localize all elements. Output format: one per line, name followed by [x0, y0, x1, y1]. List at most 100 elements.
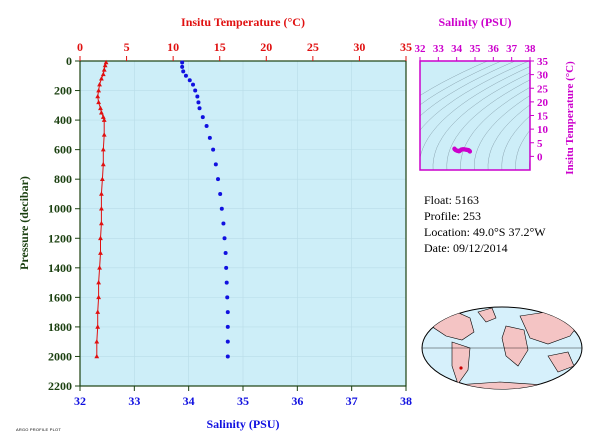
density-contour: [515, 129, 530, 170]
salinity-point: [225, 310, 230, 315]
density-contour: [420, 61, 529, 131]
temperature-tick-labels: 0 5 10 15 20 25 30 35: [77, 40, 412, 54]
temperature-point: [98, 235, 103, 241]
x-tick-label: 37: [346, 394, 358, 408]
pressure-tick-labels: 0 200 400 600 800 1000 1200 1400 1600 1800 2000 220…: [48, 54, 72, 393]
temperature-point: [97, 82, 102, 87]
salinity-point: [225, 339, 230, 344]
main-plot: 0200400600800100012001400160018002000220…: [17, 15, 412, 431]
y-tick-label: 0: [66, 54, 72, 68]
temperature-point: [94, 339, 100, 344]
ts-y-tick-label: 5: [537, 138, 543, 150]
x2-tick-label: 30: [353, 40, 365, 54]
salinity-point: [195, 94, 200, 99]
salinity-point: [219, 206, 224, 211]
world-map: [421, 306, 583, 390]
ts-y-tick-label: 30: [537, 70, 549, 82]
salinity-point: [207, 135, 212, 140]
salinity-point: [180, 60, 185, 65]
temperature-point: [98, 250, 103, 255]
main-ticks: [75, 56, 407, 391]
x-tick-label: 34: [183, 394, 195, 408]
x-tick-label: 35: [237, 394, 249, 408]
temperature-point: [96, 279, 102, 285]
temperature-point: [95, 324, 101, 329]
profile-info: Profile: 253: [424, 209, 481, 224]
temperature-point: [95, 93, 101, 99]
salinity-point: [213, 162, 218, 167]
y-tick-label: 1400: [48, 261, 72, 275]
x-axis-label: Salinity (PSU): [206, 417, 279, 431]
profile-value: 253: [463, 209, 481, 223]
temperature-point: [99, 76, 104, 81]
temperature-point: [99, 220, 104, 226]
location-info: Location: 49.0°S 37.2°W: [424, 225, 546, 240]
density-contour: [432, 72, 530, 170]
temperature-point: [99, 110, 104, 115]
temperature-point: [96, 87, 102, 93]
ts-y-tick-label: 0: [537, 151, 543, 163]
salinity-point: [224, 280, 229, 285]
temperature-point: [103, 59, 109, 65]
density-contour: [501, 115, 530, 170]
ts-salinity-tick-labels: 32 33 34 35 36 37 38: [415, 43, 537, 55]
ts-y-axis-label: Insitu Temperature (°C): [564, 61, 576, 175]
temperature-point: [100, 71, 106, 77]
y-tick-label: 800: [54, 172, 72, 186]
date-info: Date: 09/12/2014: [424, 241, 508, 256]
temperature-point: [100, 114, 106, 119]
x-tick-label: 36: [291, 394, 303, 408]
location-label: Location:: [424, 225, 470, 239]
x2-tick-label: 10: [167, 40, 179, 54]
ts-x-tick-label: 37: [506, 43, 518, 55]
salinity-point: [187, 78, 192, 83]
temperature-series: [94, 59, 109, 359]
salinity-point: [196, 100, 201, 105]
date-value: 09/12/2014: [453, 241, 508, 255]
ts-x-tick-label: 32: [415, 43, 427, 55]
temperature-point: [101, 132, 107, 137]
x2-tick-label: 35: [400, 40, 412, 54]
temperature-point: [102, 62, 108, 68]
x-tick-label: 32: [74, 394, 86, 408]
x2-tick-label: 20: [260, 40, 272, 54]
ts-ticks: [419, 57, 534, 157]
x2-axis-label: Insitu Temperature (°C): [181, 15, 305, 29]
salinity-point: [225, 354, 230, 359]
salinity-point: [222, 236, 227, 241]
ts-x-tick-label: 33: [433, 43, 445, 55]
density-contour: [446, 79, 530, 170]
temperature-point: [94, 353, 100, 359]
temperature-point: [100, 161, 106, 167]
temperature-point: [101, 67, 107, 72]
salinity-point: [200, 115, 205, 120]
salinity-point: [197, 106, 202, 111]
temperature-point: [100, 147, 106, 152]
temperature-point: [97, 265, 102, 270]
density-contour: [420, 61, 502, 106]
ts-plot-area: [420, 61, 530, 170]
temperature-point: [101, 117, 107, 122]
x-tick-label: 33: [128, 394, 140, 408]
temperature-point: [99, 191, 104, 196]
salinity-point: [225, 324, 230, 329]
salinity-series: [180, 60, 230, 359]
salinity-point: [211, 147, 216, 152]
y-tick-label: 2200: [48, 379, 72, 393]
density-contour: [420, 66, 530, 160]
salinity-point: [204, 124, 209, 128]
float-location-marker: [459, 366, 463, 370]
y-tick-label: 1800: [48, 320, 72, 334]
temperature-point: [95, 309, 101, 314]
ts-point: [467, 149, 473, 154]
location-value: 49.0°S 37.2°W: [472, 225, 546, 239]
salinity-tick-labels: 32 33 34 35 36 37 38: [74, 394, 412, 408]
y-tick-label: 1200: [48, 231, 72, 245]
temperature-point: [96, 99, 102, 105]
salinity-point: [224, 265, 229, 270]
float-info: Float: 5163: [424, 193, 479, 208]
ts-title: Salinity (PSU): [438, 15, 511, 29]
salinity-point: [223, 251, 228, 256]
